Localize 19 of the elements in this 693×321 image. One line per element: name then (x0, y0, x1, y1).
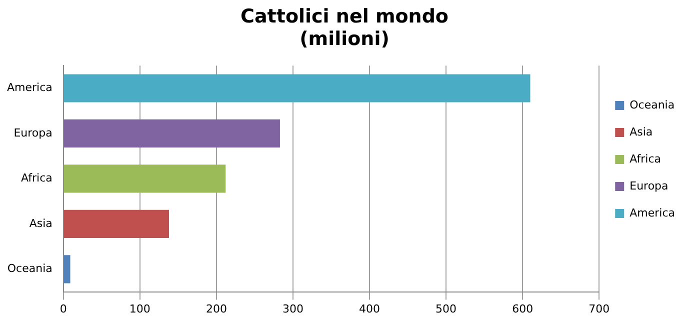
y-tick-label: Europa (14, 126, 52, 140)
x-tick-label: 600 (512, 302, 534, 316)
x-tick-label: 700 (588, 302, 610, 316)
chart-title: Cattolici nel mondo (milioni) (240, 5, 448, 50)
x-tick-label: 500 (436, 302, 457, 316)
x-tick-label: 400 (359, 302, 380, 316)
y-tick-label: Asia (29, 216, 52, 230)
y-tick-label: Oceania (7, 262, 52, 276)
legend-label: Africa (630, 152, 661, 166)
x-tick-label: 0 (60, 302, 67, 316)
x-tick-label: 200 (206, 302, 227, 316)
legend-label: Europa (630, 179, 668, 192)
legend-label: Oceania (630, 98, 675, 112)
x-tick-label: 300 (282, 302, 304, 316)
legend-label: America (630, 206, 675, 220)
legend-label: Asia (630, 125, 653, 138)
y-tick-label: America (7, 81, 52, 94)
x-tick-label: 100 (129, 302, 150, 316)
y-tick-label: Africa (21, 172, 52, 185)
